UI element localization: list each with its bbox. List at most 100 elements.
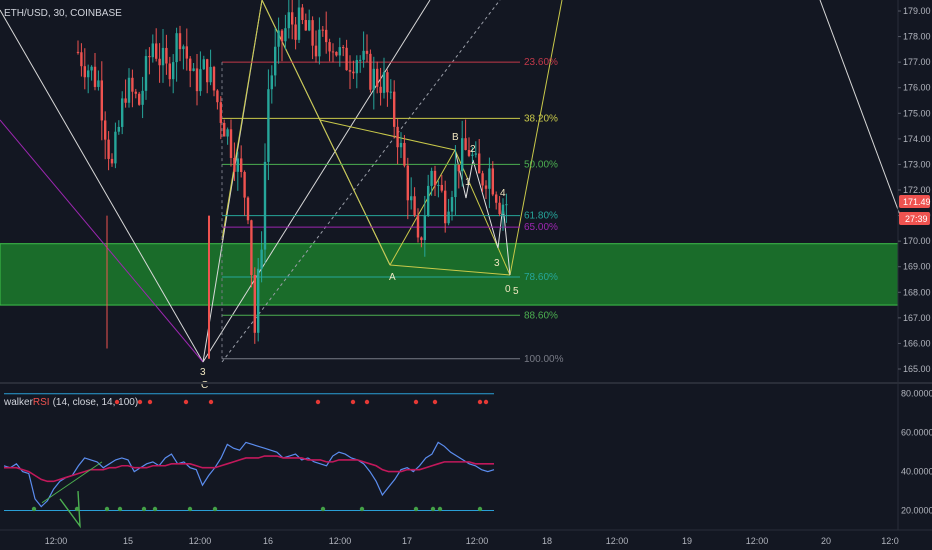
candle-body	[348, 70, 352, 72]
candle-body	[386, 72, 389, 93]
candle-body	[87, 70, 90, 78]
candle-body	[416, 215, 420, 238]
time-tick-label: 12:00	[746, 536, 769, 546]
trend-line[interactable]	[261, 0, 391, 266]
candle-body	[240, 158, 243, 173]
candle-body	[202, 59, 205, 70]
sell-signal-dot	[477, 399, 483, 405]
indicator-name[interactable]: walkerRSI (14, close, 14, 100)	[3, 397, 138, 408]
wave-label: 4	[500, 188, 506, 199]
wave-label: 0	[505, 284, 511, 295]
candle-body	[134, 91, 137, 94]
price-tick-label: 165.00	[903, 364, 931, 374]
trend-line[interactable]	[221, 0, 501, 363]
price-tick-label: 166.00	[903, 338, 931, 348]
trend-line[interactable]	[0, 9, 204, 363]
elliott-wave-line[interactable]	[454, 149, 511, 276]
trend-line[interactable]	[509, 0, 563, 276]
candle-body	[100, 80, 103, 121]
candle-body	[83, 66, 86, 78]
candle-body	[158, 58, 161, 66]
candle-body	[464, 138, 467, 150]
time-tick-label: 12:00	[466, 536, 489, 546]
candle-body	[107, 139, 110, 159]
trend-line[interactable]	[221, 0, 263, 241]
candle-body	[144, 56, 148, 91]
trend-line[interactable]	[202, 0, 431, 363]
candle-body	[277, 30, 280, 47]
candle-body	[484, 185, 488, 189]
price-axis[interactable]: 179.00 178.00 177.00 176.00 175.00 174.00 173.…	[898, 6, 931, 374]
trend-line[interactable]	[819, 0, 901, 216]
price-tick-label: 167.00	[903, 313, 931, 323]
candle-body	[155, 43, 158, 59]
candle-body	[267, 89, 270, 162]
candle-body	[76, 51, 80, 53]
candle-body	[260, 249, 263, 269]
candle-body	[410, 196, 413, 201]
candle-body	[433, 170, 437, 186]
candle-body	[321, 29, 324, 31]
candle-body	[291, 12, 294, 25]
candle-body	[393, 91, 396, 127]
candle-body	[352, 71, 355, 74]
candle-body	[355, 60, 358, 74]
sell-signal-dot	[208, 399, 214, 405]
last-price-tag: 171.49 27:39	[899, 195, 931, 225]
candle-body	[104, 120, 107, 140]
trend-line[interactable]	[319, 119, 456, 151]
time-axis[interactable]: 12:00 15 12:00 16 12:00 17 12:00 18 12:00 19 12:00…	[45, 536, 899, 546]
candle-body	[250, 220, 253, 276]
fib-retracement: 23.60% 38.20% 50.00% 61.80%65.00% 78.60% 88.6…	[221, 57, 564, 365]
trend-line[interactable]	[0, 119, 204, 363]
candle-body	[406, 165, 409, 201]
price-tick-label: 172.00	[903, 185, 931, 195]
candle-body	[389, 91, 392, 93]
sell-signal-dot	[147, 399, 153, 405]
trend-line[interactable]	[389, 149, 456, 266]
rsi-axis[interactable]: 80.0000 60.0000 40.0000 20.0000	[901, 389, 932, 516]
candle-body	[379, 86, 382, 93]
wave-label: 3	[200, 367, 206, 378]
sell-signal-dot	[183, 399, 189, 405]
candle-body	[403, 142, 406, 166]
candle-body	[372, 68, 375, 90]
rsi-ma-line	[4, 455, 494, 483]
candle-body	[182, 46, 185, 50]
rsi-tick-label: 80.0000	[901, 389, 932, 399]
candle-body	[219, 102, 222, 123]
candle-body	[161, 47, 165, 66]
candle-body	[399, 142, 403, 148]
buy-signal-dot	[212, 506, 218, 512]
trend-line[interactable]	[454, 149, 511, 276]
candle-body	[427, 185, 430, 216]
price-tick-label: 175.00	[903, 108, 931, 118]
fib-level-label: 23.60%	[524, 57, 558, 68]
rsi-divergence-line	[59, 491, 81, 529]
candle-body	[413, 196, 416, 216]
candle-body	[216, 90, 219, 103]
candle-body	[236, 158, 239, 172]
buy-signal-dot	[187, 506, 193, 512]
symbol-title[interactable]: ETH/USD, 30, COINBASE	[4, 8, 122, 19]
time-tick-label: 12:00	[45, 536, 68, 546]
last-price-value: 171.49	[903, 197, 931, 207]
price-tick-label: 176.00	[903, 83, 931, 93]
buy-signal-dot	[477, 506, 483, 512]
wave-label: B	[452, 132, 459, 143]
fib-level-label: 61.80%	[524, 211, 558, 222]
candle-body	[274, 46, 277, 76]
candlestick-series	[76, 0, 508, 359]
candle-body	[362, 50, 365, 60]
buy-signal-dot	[413, 506, 419, 512]
demand-zone	[0, 243, 899, 306]
candle-body	[97, 80, 100, 87]
trend-line[interactable]	[389, 264, 511, 276]
candle-body	[185, 46, 188, 59]
price-tick-label: 178.00	[903, 32, 931, 42]
price-tick-label: 169.00	[903, 262, 931, 272]
candle-body	[311, 20, 314, 46]
candle-body	[151, 43, 154, 58]
candle-body	[369, 53, 372, 90]
